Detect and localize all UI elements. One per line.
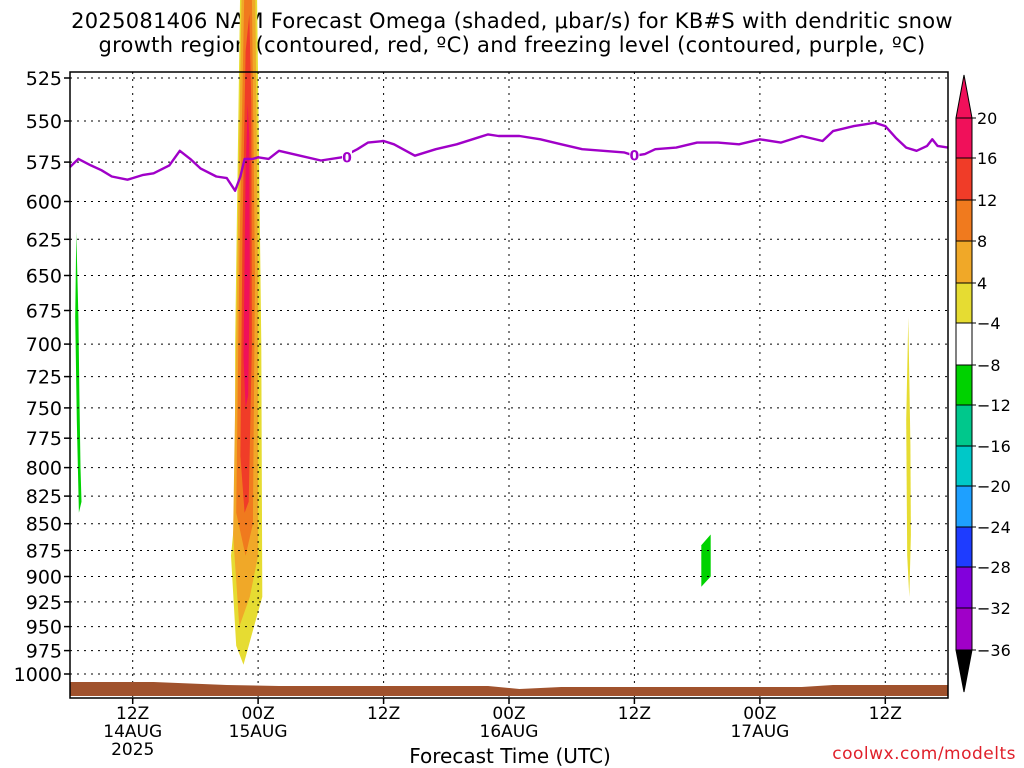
colorbar-box	[955, 199, 973, 242]
omega-shading	[75, 0, 911, 665]
y-tick-label: 825	[26, 486, 62, 508]
y-tick-label: 750	[26, 398, 62, 420]
x-tick-label: 2025	[111, 740, 154, 760]
colorbar-label: 4	[977, 274, 987, 293]
colorbar-label: 20	[977, 109, 997, 128]
y-tick-label: 850	[26, 514, 62, 536]
x-tick-label: 17AUG	[730, 722, 789, 742]
colorbar-label: 12	[977, 191, 997, 210]
colorbar-box	[955, 404, 973, 447]
colorbar-label: −20	[977, 477, 1011, 496]
x-tick-label: 00Z	[743, 704, 776, 724]
y-tick-label: 1000	[14, 664, 62, 686]
x-tick-label: 12Z	[367, 704, 400, 724]
colorbar-box	[955, 566, 973, 609]
colorbar-bottom-arrow	[955, 649, 973, 693]
colorbar-box	[955, 445, 973, 487]
colorbar-box	[955, 157, 973, 201]
terrain-fill	[70, 682, 948, 696]
x-tick-label: 12Z	[869, 704, 902, 724]
x-axis-label: Forecast Time (UTC)	[409, 744, 611, 768]
x-tick-label: 00Z	[241, 704, 274, 724]
colorbar-top-arrow	[955, 74, 973, 119]
colorbar-box	[955, 240, 973, 284]
y-tick-label: 800	[26, 458, 62, 480]
y-tick-label: 925	[26, 592, 62, 614]
y-tick-label: 675	[26, 301, 62, 323]
colorbar-label: −8	[977, 356, 1001, 375]
freezing-level-label: 0	[630, 149, 640, 165]
freezing-level-label: 0	[342, 150, 352, 166]
colorbar-box	[955, 117, 973, 159]
colorbar-label: −4	[977, 314, 1001, 333]
y-tick-label: 550	[26, 111, 62, 133]
y-tick-label: 900	[26, 567, 62, 589]
x-tick-label: 00Z	[492, 704, 525, 724]
terrain-layer	[70, 682, 948, 696]
freezing-label-bg	[629, 147, 640, 163]
colorbar-box	[955, 607, 973, 651]
omega-region-6	[701, 534, 711, 587]
chart-title-line2: growth region (contoured, red, ºC) and f…	[98, 33, 926, 57]
x-tick-label: 12Z	[116, 704, 149, 724]
omega-region-4	[243, 104, 250, 408]
y-tick-label: 975	[26, 641, 62, 663]
colorbar-box	[955, 526, 973, 568]
site-credit[interactable]: coolwx.com/modelts	[832, 744, 1016, 764]
x-tick-label: 16AUG	[480, 722, 539, 742]
y-tick-label: 725	[26, 367, 62, 389]
x-tick-label: 14AUG	[103, 722, 162, 742]
y-tick-label: 625	[26, 229, 62, 251]
colorbar: 20 16 12 8 4 −4 −8 −12 −16 −20 −24 −28 −32 −36	[955, 74, 1011, 693]
y-tick-label: 950	[26, 617, 62, 639]
colorbar-box	[955, 485, 973, 528]
freezing-level-line	[69, 121, 949, 192]
colorbar-label: 8	[977, 232, 987, 251]
x-tick-label: 15AUG	[229, 722, 288, 742]
x-tick-label: 12Z	[618, 704, 651, 724]
colorbar-label: −24	[977, 518, 1011, 537]
y-tick-label: 775	[26, 428, 62, 450]
y-axis: 525 550 575 600 625 650 675 700 725 750 775 800 825 8…	[14, 68, 70, 686]
y-tick-label: 600	[26, 192, 62, 214]
colorbar-label: −16	[977, 437, 1011, 456]
omega-region-7	[906, 317, 911, 597]
colorbar-box	[955, 282, 973, 324]
colorbar-label: 16	[977, 149, 997, 168]
y-tick-label: 575	[26, 152, 62, 174]
y-tick-label: 700	[26, 334, 62, 356]
colorbar-label: −36	[977, 641, 1011, 660]
colorbar-box	[955, 364, 973, 406]
omega-region-5	[75, 231, 82, 513]
freezing-label-bg	[341, 149, 352, 165]
y-tick-label: 650	[26, 266, 62, 288]
colorbar-label: −28	[977, 558, 1011, 577]
colorbar-label: −12	[977, 396, 1011, 415]
chart-title-line1: 2025081406 NAM Forecast Omega (shaded, μ…	[71, 9, 953, 33]
colorbar-label: −32	[977, 599, 1011, 618]
colorbar-box	[955, 322, 973, 366]
y-tick-label: 875	[26, 541, 62, 563]
y-tick-label: 525	[26, 68, 62, 90]
